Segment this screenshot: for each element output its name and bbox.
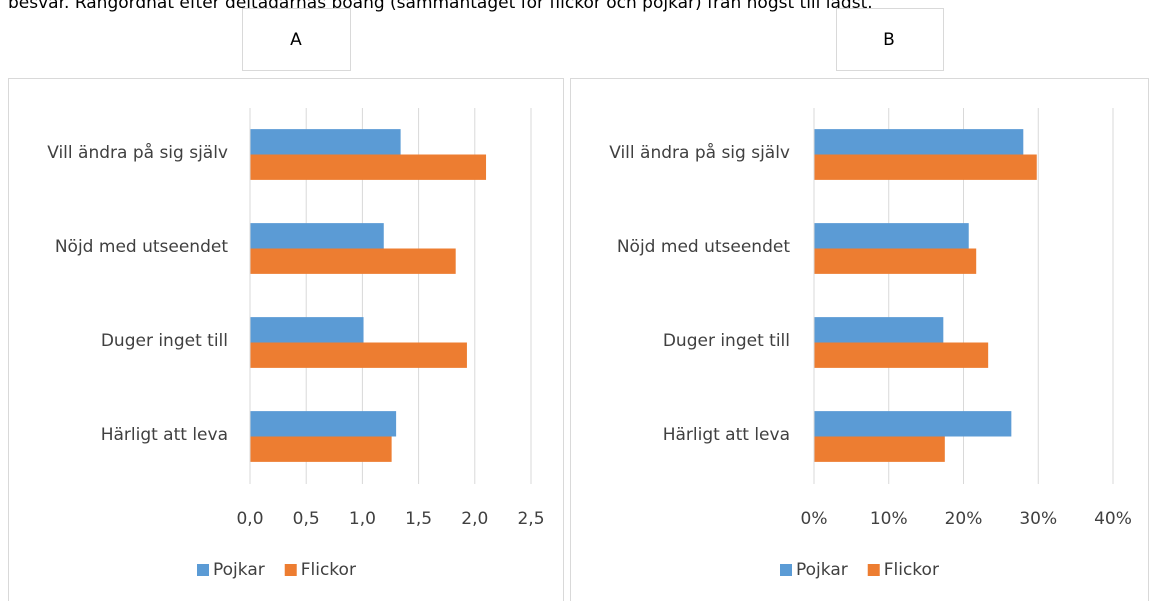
legend-label: Flickor xyxy=(301,560,356,580)
y-tick-label: Nöjd med utseendet xyxy=(55,237,228,257)
legend-swatch xyxy=(197,564,209,576)
panel xyxy=(8,78,564,601)
legend-swatch xyxy=(780,564,792,576)
bar xyxy=(814,317,944,343)
bar xyxy=(814,129,1024,155)
bar xyxy=(250,223,384,249)
panel xyxy=(570,78,1149,601)
x-tick-label: 10% xyxy=(870,509,908,529)
legend-label: Pojkar xyxy=(213,560,265,580)
legend-label: Pojkar xyxy=(796,560,848,580)
x-tick-label: 0% xyxy=(801,509,828,529)
y-tick-label: Vill ändra på sig själv xyxy=(609,142,790,163)
bar xyxy=(250,342,467,368)
x-tick-label: 2,5 xyxy=(517,509,544,529)
y-tick-label: Vill ändra på sig själv xyxy=(47,142,228,163)
y-tick-label: Duger inget till xyxy=(663,331,790,351)
x-tick-label: 40% xyxy=(1094,509,1132,529)
x-tick-label: 30% xyxy=(1019,509,1057,529)
caption: besvar. Rangordnat efter deltagarnas poä… xyxy=(8,0,873,13)
legend-label: Flickor xyxy=(884,560,939,580)
x-tick-label: 1,0 xyxy=(349,509,376,529)
legend-swatch xyxy=(867,564,880,576)
bar xyxy=(814,154,1037,180)
x-tick-label: 0,0 xyxy=(236,509,263,529)
x-tick-label: 2,0 xyxy=(461,509,488,529)
x-tick-label: 20% xyxy=(945,509,983,529)
y-tick-label: Duger inget till xyxy=(101,331,228,351)
x-tick-label: 1,5 xyxy=(405,509,432,529)
bar xyxy=(250,248,456,274)
bar xyxy=(250,411,397,437)
chart-title: B xyxy=(883,30,895,50)
y-tick-label: Nöjd med utseendet xyxy=(617,237,790,257)
y-tick-label: Härligt att leva xyxy=(101,425,228,445)
x-tick-label: 0,5 xyxy=(293,509,320,529)
bar xyxy=(814,342,989,368)
bar xyxy=(814,248,977,274)
bar xyxy=(814,436,945,462)
legend-swatch xyxy=(284,564,297,576)
bar xyxy=(250,317,364,343)
y-tick-label: Härligt att leva xyxy=(663,425,790,445)
bar xyxy=(250,129,401,155)
bar xyxy=(814,223,969,249)
bar xyxy=(250,436,392,462)
label-box xyxy=(242,8,351,71)
bar xyxy=(250,154,487,180)
bar xyxy=(814,411,1012,437)
label-box xyxy=(836,8,944,71)
chart-title: A xyxy=(290,30,302,50)
